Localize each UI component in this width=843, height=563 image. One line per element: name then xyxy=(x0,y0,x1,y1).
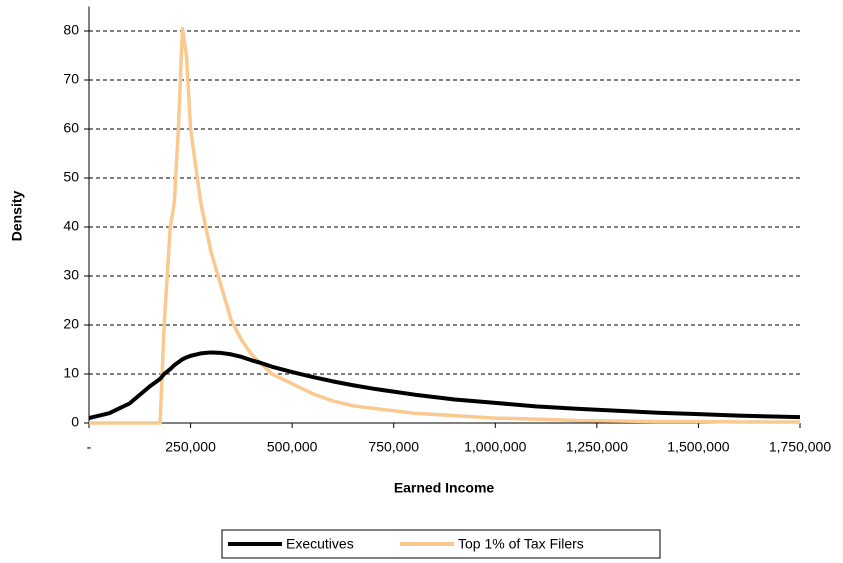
x-tick-label: 500,000 xyxy=(267,439,318,455)
legend-label: Top 1% of Tax Filers xyxy=(458,536,584,552)
x-tick-label: 1,250,000 xyxy=(566,439,628,455)
series-line xyxy=(88,350,801,421)
y-tick-label: 30 xyxy=(63,267,79,283)
x-tick-label: - xyxy=(87,439,92,455)
legend-label: Executives xyxy=(286,536,354,552)
y-tick-label: 60 xyxy=(63,120,79,136)
x-tick-label: 750,000 xyxy=(368,439,419,455)
legend-box xyxy=(221,529,661,559)
y-tick-label: 50 xyxy=(63,169,79,185)
y-tick-label: 10 xyxy=(63,365,79,381)
x-tick-label: 1,000,000 xyxy=(464,439,526,455)
y-tick-label: 0 xyxy=(71,414,79,430)
y-tick-label: 70 xyxy=(63,71,79,87)
y-axis-title: Density xyxy=(9,191,25,242)
x-axis-title: Earned Income xyxy=(394,480,495,496)
y-tick-label: 40 xyxy=(63,218,79,234)
x-tick-label: 1,750,000 xyxy=(769,439,831,455)
y-tick-label: 20 xyxy=(63,316,79,332)
series-line xyxy=(89,26,800,425)
x-tick-label: 250,000 xyxy=(165,439,216,455)
x-tick-label: 1,500,000 xyxy=(667,439,729,455)
y-tick-label: 80 xyxy=(63,22,79,38)
